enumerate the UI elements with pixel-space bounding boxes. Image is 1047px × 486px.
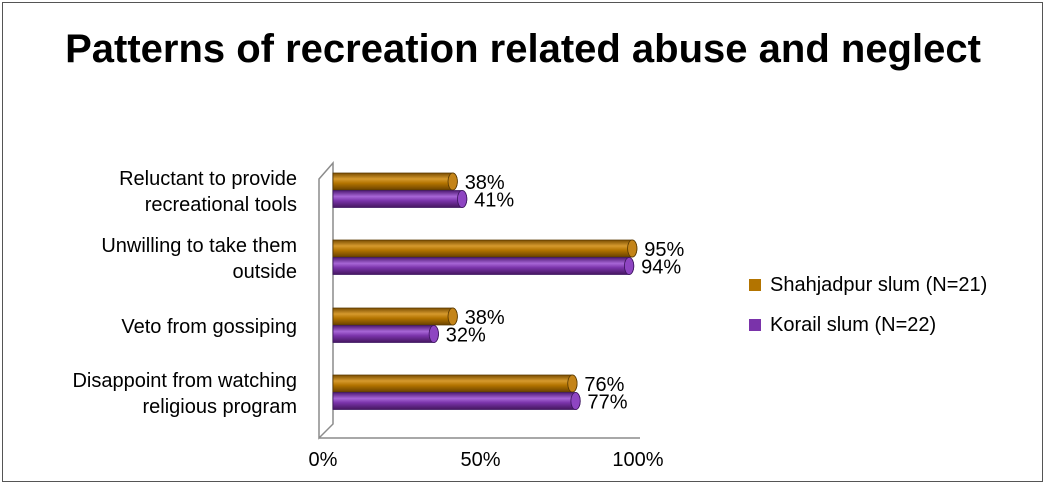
category-label-line: outside: [233, 261, 298, 283]
data-label: 38%: [465, 307, 505, 329]
data-label: 32%: [446, 325, 486, 347]
category-label-line: Unwilling to take them: [101, 235, 297, 257]
data-label: 77%: [588, 392, 628, 414]
legend: Shahjadpur slum (N=21) Korail slum (N=22): [749, 274, 987, 336]
bar-cap: [624, 257, 635, 275]
category-label-line: religious program: [142, 396, 297, 418]
bar-cap: [447, 172, 458, 191]
x-tick-label: 0%: [309, 449, 338, 471]
data-label: 95%: [644, 239, 684, 261]
x-tick-label: 100%: [612, 449, 663, 471]
data-label: 94%: [641, 257, 681, 279]
x-tick-label: 50%: [460, 449, 500, 471]
bar-cap: [627, 239, 638, 258]
label-layer: 38% 95% 38% 76% 41% 94% 32% 77% Reluctant to pro…: [72, 168, 684, 418]
category-label: Unwilling to take them outside: [101, 235, 297, 283]
bar: [332, 392, 581, 410]
bar: [332, 257, 635, 275]
data-label: 38%: [465, 172, 505, 194]
data-label: 41%: [474, 190, 514, 212]
legend-entry: Korail slum (N=22): [770, 314, 936, 336]
axis-layer: 0% 50% 100%: [309, 161, 664, 471]
legend-entry: Shahjadpur slum (N=21): [770, 274, 987, 296]
bar: [332, 374, 578, 393]
chart-title: Patterns of recreation related abuse and…: [65, 27, 981, 71]
bar-cap: [570, 392, 581, 410]
category-label: Reluctant to provide recreational tools: [119, 168, 297, 216]
chart-wall: [318, 161, 334, 440]
category-label-line: Disappoint from watching: [72, 370, 297, 392]
category-label-line: recreational tools: [145, 194, 297, 216]
bar: [332, 325, 439, 343]
bar-cap: [428, 325, 439, 343]
bar-cap: [457, 190, 468, 208]
bar-cap: [447, 307, 458, 326]
category-label-line: Veto from gossiping: [121, 316, 297, 338]
bar: [332, 190, 468, 208]
legend-swatch: [749, 319, 761, 331]
category-label-line: Reluctant to provide: [119, 168, 297, 190]
category-label: Veto from gossiping: [121, 316, 297, 338]
bar-layer: [332, 172, 638, 410]
legend-swatch: [749, 279, 761, 291]
bar-cap: [567, 374, 578, 393]
bar: [332, 172, 458, 191]
category-label: Disappoint from watching religious progra…: [72, 370, 297, 418]
data-label: 76%: [584, 374, 624, 396]
bar: [332, 307, 458, 326]
bar: [332, 239, 638, 258]
